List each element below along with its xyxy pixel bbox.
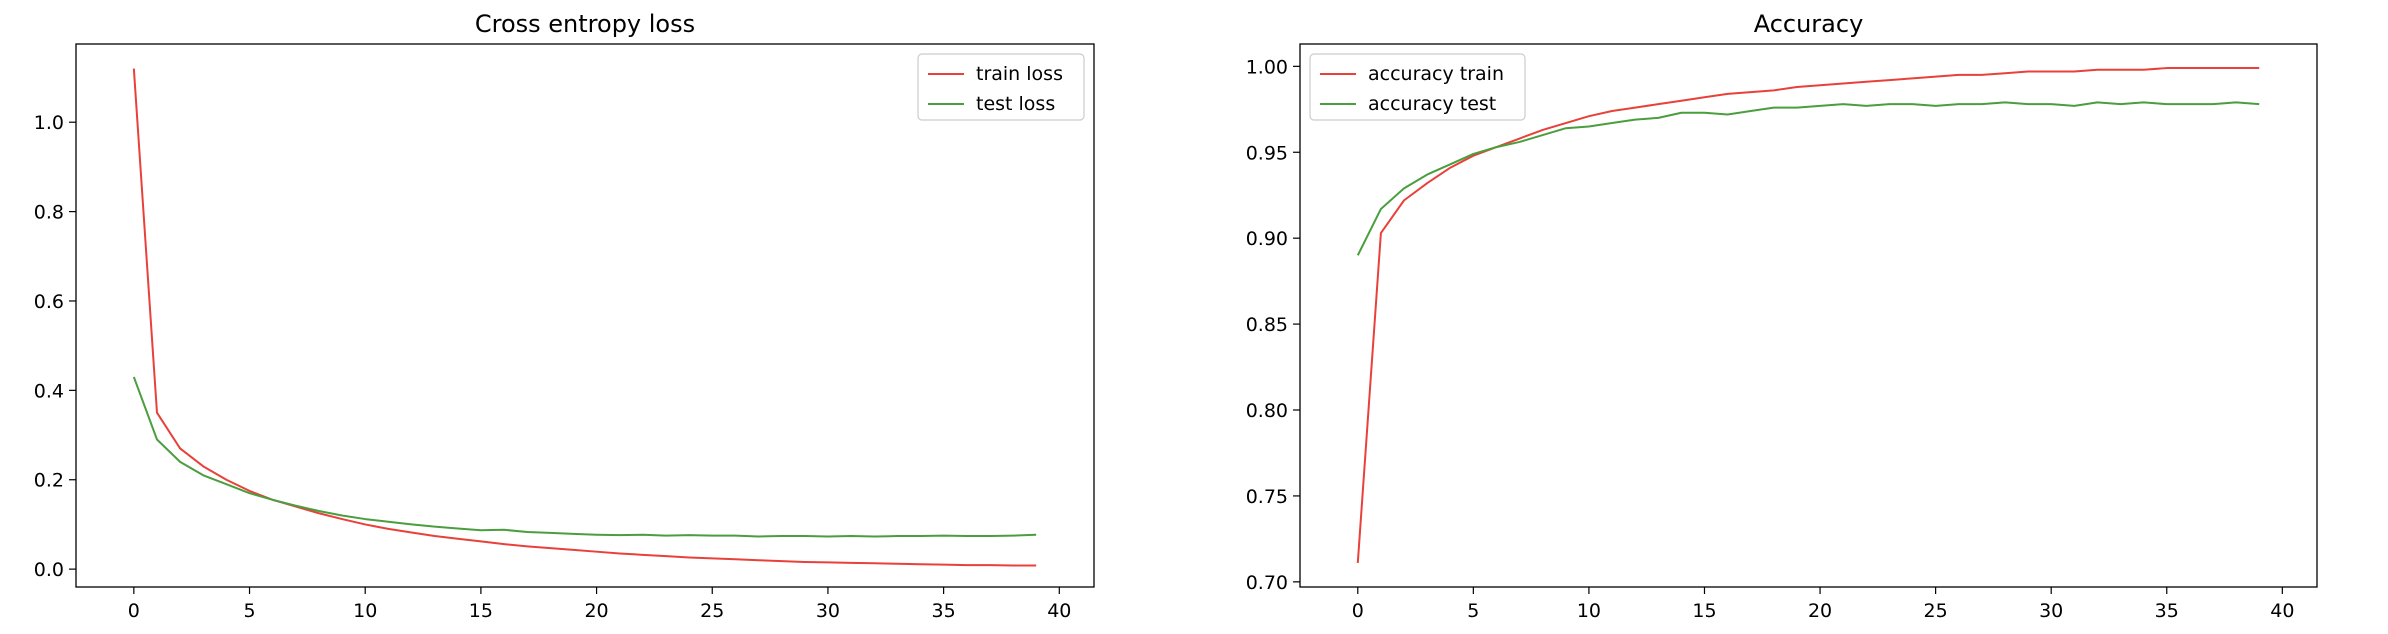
accuracy-y-tick-label: 0.80 [1246,400,1288,422]
accuracy-y-tick-label: 0.85 [1246,314,1288,336]
loss-x-tick-label: 35 [932,600,956,622]
accuracy-x-tick-label: 40 [2270,600,2294,622]
accuracy-x-tick-label: 20 [1808,600,1832,622]
loss-x-tick-label: 5 [243,600,255,622]
loss-chart-panel: Cross entropy loss 0 5 10 15 20 25 30 35 40 0.0 0.2… [34,10,1095,622]
loss-legend-label: train loss [976,63,1063,85]
loss-axes-frame [75,43,1095,588]
accuracy-x-tick-label: 5 [1467,600,1479,622]
accuracy-x-tick-label: 10 [1577,600,1601,622]
accuracy-chart-panel: Accuracy 0 5 10 15 20 25 30 35 40 0.70 0.75 0.80 0.85… [1246,10,2318,622]
accuracy-y-tick-label: 0.75 [1246,486,1288,508]
accuracy-x-tick-label: 35 [2155,600,2179,622]
loss-y-tick-label: 0.4 [34,380,64,402]
loss-x-tick-label: 0 [128,600,140,622]
loss-x-tick-label: 30 [816,600,840,622]
accuracy-x-tick-label: 0 [1352,600,1364,622]
accuracy-legend: accuracy train accuracy test [1309,53,1526,121]
accuracy-x-tick-label: 30 [2039,600,2063,622]
loss-legend: train loss test loss [917,53,1085,121]
loss-x-tick-label: 10 [353,600,377,622]
loss-x-tick-label: 25 [700,600,724,622]
accuracy-series-line-accuracy-train [1356,67,2260,564]
loss-series-line-test-loss [132,376,1037,538]
accuracy-y-tick-label: 0.95 [1246,142,1288,164]
accuracy-y-tick-label: 0.70 [1246,572,1288,594]
loss-y-tick-label: 0.8 [34,202,64,224]
accuracy-axes-frame [1299,43,2318,588]
accuracy-x-tick-label: 25 [1924,600,1948,622]
loss-y-tick-label: 0.2 [34,470,64,492]
loss-x-tick-label: 15 [469,600,493,622]
accuracy-chart-title: Accuracy [1754,10,1864,38]
loss-x-tick-label: 40 [1047,600,1071,622]
accuracy-x-tick-label: 15 [1692,600,1716,622]
accuracy-legend-label: accuracy test [1368,93,1496,115]
loss-chart-title: Cross entropy loss [475,10,695,38]
loss-series-line-train-loss [132,68,1037,567]
loss-y-tick-label: 1.0 [34,112,64,134]
accuracy-legend-label: accuracy train [1368,63,1504,85]
accuracy-y-tick-label: 1.00 [1246,56,1288,78]
loss-x-tick-label: 20 [584,600,608,622]
loss-legend-label: test loss [976,93,1055,115]
accuracy-legend-box [1309,53,1526,121]
loss-y-tick-label: 0.0 [34,559,64,581]
accuracy-series-line-accuracy-test [1356,101,2260,256]
accuracy-y-tick-label: 0.90 [1246,228,1288,250]
loss-y-tick-label: 0.6 [34,291,64,313]
